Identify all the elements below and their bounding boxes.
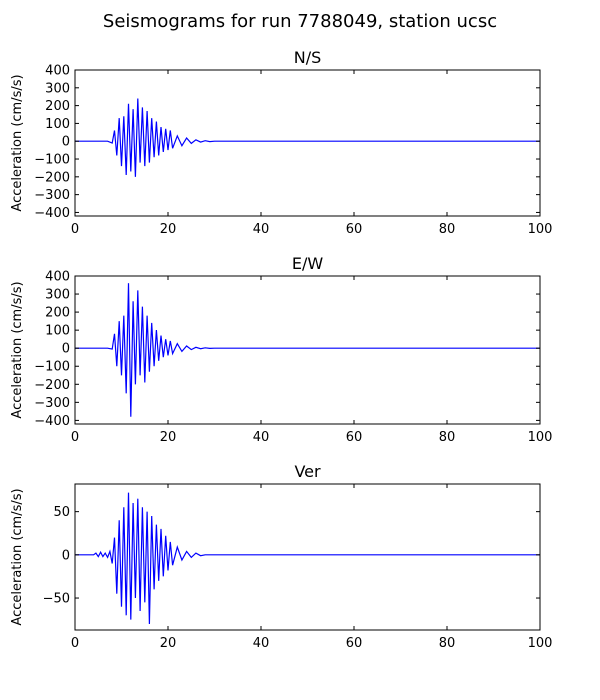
x-tick-label-ver: 80 <box>439 636 456 651</box>
y-tick-label-ew: 400 <box>45 270 70 285</box>
x-tick-label-ns: 20 <box>160 222 177 237</box>
y-tick-label-ns: −100 <box>34 153 70 168</box>
x-tick-label-ew: 40 <box>253 430 270 445</box>
axes-frame-ew <box>74 275 541 425</box>
y-tick-label-ns: 200 <box>45 99 70 114</box>
y-tick-label-ns: 100 <box>45 117 70 132</box>
y-axis-label-ew: Acceleration (cm/s/s) <box>10 281 25 418</box>
y-tick-label-ew: 100 <box>45 324 70 339</box>
x-tick-label-ver: 100 <box>528 636 553 651</box>
x-tick-label-ns: 60 <box>346 222 363 237</box>
y-tick-label-ew: −100 <box>34 360 70 375</box>
y-tick-label-ver: 0 <box>62 548 70 563</box>
x-tick-label-ns: 100 <box>528 222 553 237</box>
y-tick-label-ew: −400 <box>34 414 70 429</box>
y-tick-label-ver: −50 <box>43 592 70 607</box>
panel-title-ns: N/S <box>294 48 322 67</box>
x-tick-label-ew: 100 <box>528 430 553 445</box>
x-tick-label-ew: 60 <box>346 430 363 445</box>
y-tick-label-ns: −400 <box>34 206 70 221</box>
y-tick-label-ns: 300 <box>45 81 70 96</box>
x-tick-label-ns: 40 <box>253 222 270 237</box>
y-tick-label-ver: 50 <box>53 505 70 520</box>
x-tick-label-ver: 60 <box>346 636 363 651</box>
y-tick-label-ns: 0 <box>62 135 70 150</box>
y-tick-label-ns: −200 <box>34 170 70 185</box>
y-tick-label-ew: −200 <box>34 378 70 393</box>
x-tick-label-ver: 20 <box>160 636 177 651</box>
series-line-ns <box>75 98 540 177</box>
y-axis-label-ns: Acceleration (cm/s/s) <box>10 74 25 211</box>
panel-title-ew: E/W <box>292 254 324 273</box>
series-line-ew <box>75 283 540 417</box>
panel-title-ver: Ver <box>294 462 321 481</box>
x-tick-label-ns: 80 <box>439 222 456 237</box>
y-tick-label-ew: 0 <box>62 342 70 357</box>
x-tick-label-ew: 80 <box>439 430 456 445</box>
y-tick-label-ew: 300 <box>45 288 70 303</box>
x-tick-label-ew: 20 <box>160 430 177 445</box>
x-tick-label-ns: 0 <box>71 222 79 237</box>
figure-title: Seismograms for run 7788049, station ucs… <box>102 11 498 32</box>
axes-frame-ns <box>74 69 541 217</box>
x-tick-label-ver: 0 <box>71 636 79 651</box>
x-tick-label-ew: 0 <box>71 430 79 445</box>
y-tick-label-ns: 400 <box>45 64 70 79</box>
series-line-ver <box>75 492 540 625</box>
y-tick-label-ns: −300 <box>34 188 70 203</box>
y-tick-label-ew: 200 <box>45 306 70 321</box>
y-tick-label-ew: −300 <box>34 396 70 411</box>
x-tick-label-ver: 40 <box>253 636 270 651</box>
y-axis-label-ver: Acceleration (cm/s/s) <box>10 488 25 625</box>
axes-frame-ver <box>74 483 541 631</box>
